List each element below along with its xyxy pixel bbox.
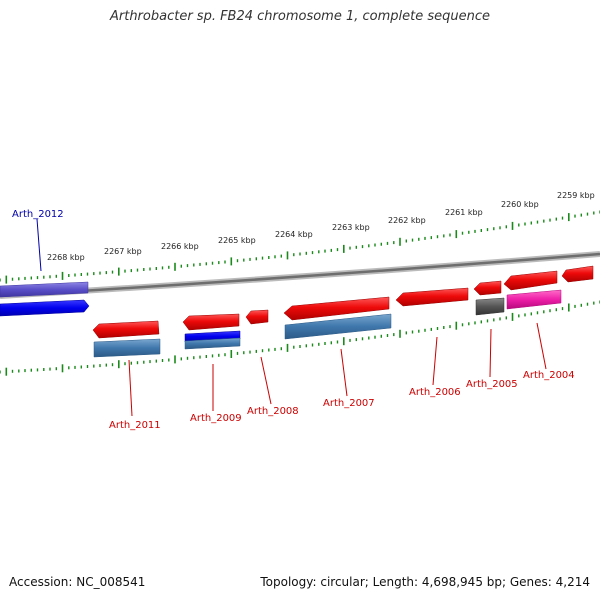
gene-label-arth-2009[interactable]: Arth_2009: [190, 413, 242, 424]
callout-arth-2012: [36, 218, 42, 272]
ruler-label-2261: 2261 kbp: [445, 208, 483, 217]
gene-arrow-arth-2004[interactable]: [503, 270, 558, 291]
callout-arth-2006: [432, 336, 438, 386]
upper-coordinate-ruler: [0, 210, 600, 284]
ruler-label-2259: 2259 kbp: [557, 191, 595, 200]
gene-bar-arth-2005-gray[interactable]: [475, 297, 505, 316]
accession-text: Accession: NC_008541: [9, 575, 146, 589]
ruler-label-2263: 2263 kbp: [332, 223, 370, 232]
ruler-labels: 2268 kbp 2267 kbp 2266 kbp 2265 kbp 2264…: [47, 191, 595, 262]
gene-label-arth-2004[interactable]: Arth_2004: [523, 370, 575, 381]
gene-arrow-arth-2006[interactable]: [395, 287, 469, 307]
gene-bar-arth-2011-steel[interactable]: [93, 338, 161, 358]
callout-arth-2008: [260, 356, 272, 405]
gene-label-arth-2012[interactable]: Arth_2012: [12, 209, 64, 220]
gene-bar-arth-2009-steel[interactable]: [184, 337, 241, 350]
map-title: Arthrobacter sp. FB24 chromosome 1, comp…: [109, 9, 491, 24]
callout-arth-2004: [536, 322, 547, 370]
callout-arth-2011: [128, 359, 133, 417]
ruler-label-2265: 2265 kbp: [218, 236, 256, 245]
callout-arth-2005: [489, 328, 492, 378]
gene-arrow-forward-blue[interactable]: [0, 299, 90, 317]
ruler-label-2267: 2267 kbp: [104, 247, 142, 256]
gene-labels: Arth_2012 Arth_2011 Arth_2009 Arth_2008 …: [12, 209, 575, 431]
gene-label-arth-2006[interactable]: Arth_2006: [409, 387, 461, 398]
gene-label-arth-2005[interactable]: Arth_2005: [466, 379, 518, 390]
lower-coordinate-ruler: [0, 300, 600, 376]
callout-lines: [36, 218, 547, 417]
ruler-label-2260: 2260 kbp: [501, 200, 539, 209]
gene-arrow-arth-2005-red[interactable]: [473, 280, 502, 296]
ruler-label-2264: 2264 kbp: [275, 230, 313, 239]
genome-summary-text: Topology: circular; Length: 4,698,945 bp…: [260, 575, 590, 589]
ruler-label-2262: 2262 kbp: [388, 216, 426, 225]
gene-arrow-arth-2008[interactable]: [245, 309, 269, 325]
gene-label-arth-2007[interactable]: Arth_2007: [323, 398, 375, 409]
gene-arrow-arth-2009[interactable]: [182, 313, 240, 331]
gene-arrow-arth-2007[interactable]: [283, 296, 390, 321]
gene-arrow-arth-2011[interactable]: [92, 320, 160, 339]
ruler-label-2268: 2268 kbp: [47, 253, 85, 262]
gene-bar-arth-2004-magenta[interactable]: [506, 289, 562, 310]
gene-bar-arth-2007-steel[interactable]: [284, 313, 392, 340]
callout-arth-2007: [340, 348, 348, 397]
gene-label-arth-2008[interactable]: Arth_2008: [247, 406, 299, 417]
gene-arrow-arth-2012[interactable]: [0, 281, 89, 298]
gene-label-arth-2011[interactable]: Arth_2011: [109, 420, 161, 431]
gene-arrow-right-red[interactable]: [561, 265, 594, 283]
ruler-label-2266: 2266 kbp: [161, 242, 199, 251]
